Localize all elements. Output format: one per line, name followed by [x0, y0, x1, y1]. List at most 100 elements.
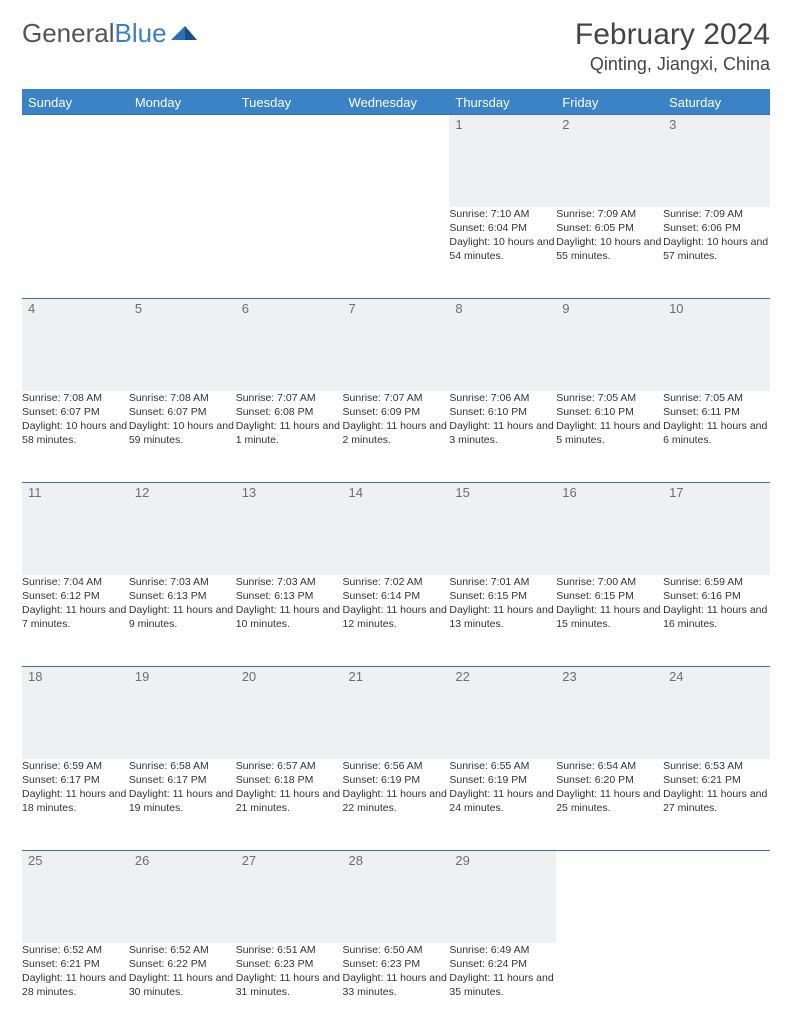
day-details: Sunrise: 7:05 AMSunset: 6:11 PMDaylight:… — [663, 391, 770, 448]
day-number-cell: 23 — [556, 667, 663, 759]
day-details: Sunrise: 7:05 AMSunset: 6:10 PMDaylight:… — [556, 391, 663, 448]
day-body-cell: Sunrise: 6:59 AMSunset: 6:17 PMDaylight:… — [22, 759, 129, 851]
day-body-cell: Sunrise: 6:57 AMSunset: 6:18 PMDaylight:… — [236, 759, 343, 851]
location: Qinting, Jiangxi, China — [575, 54, 770, 75]
day-number: 10 — [663, 299, 770, 319]
logo-text-2: Blue — [115, 18, 167, 49]
day-number-cell: 22 — [449, 667, 556, 759]
weekday-header: Friday — [556, 90, 663, 115]
day-number-cell: 14 — [343, 483, 450, 575]
day-details: Sunrise: 6:52 AMSunset: 6:21 PMDaylight:… — [22, 943, 129, 1000]
day-details: Sunrise: 7:03 AMSunset: 6:13 PMDaylight:… — [236, 575, 343, 632]
day-number-cell: 11 — [22, 483, 129, 575]
day-number-cell: 21 — [343, 667, 450, 759]
day-body-cell: Sunrise: 7:07 AMSunset: 6:08 PMDaylight:… — [236, 391, 343, 483]
weekday-header: Monday — [129, 90, 236, 115]
calendar-body: 123Sunrise: 7:10 AMSunset: 6:04 PMDaylig… — [22, 115, 770, 1035]
day-body-cell: Sunrise: 7:08 AMSunset: 6:07 PMDaylight:… — [22, 391, 129, 483]
day-details: Sunrise: 7:08 AMSunset: 6:07 PMDaylight:… — [129, 391, 236, 448]
day-number: 9 — [556, 299, 663, 319]
day-number: 4 — [22, 299, 129, 319]
day-number: 12 — [129, 483, 236, 503]
day-details: Sunrise: 7:09 AMSunset: 6:05 PMDaylight:… — [556, 207, 663, 264]
weekday-header: Saturday — [663, 90, 770, 115]
day-number: 23 — [556, 667, 663, 687]
day-details: Sunrise: 7:10 AMSunset: 6:04 PMDaylight:… — [449, 207, 556, 264]
day-number-cell: 4 — [22, 299, 129, 391]
day-number-cell: 15 — [449, 483, 556, 575]
day-body-cell — [129, 207, 236, 299]
day-body-cell: Sunrise: 6:52 AMSunset: 6:22 PMDaylight:… — [129, 943, 236, 1035]
logo-text-1: General — [22, 18, 115, 49]
day-details: Sunrise: 6:50 AMSunset: 6:23 PMDaylight:… — [343, 943, 450, 1000]
day-number-cell — [663, 851, 770, 943]
day-number: 7 — [343, 299, 450, 319]
title-block: February 2024 Qinting, Jiangxi, China — [575, 18, 770, 75]
day-number-cell: 19 — [129, 667, 236, 759]
day-number-cell: 24 — [663, 667, 770, 759]
day-body-cell: Sunrise: 7:02 AMSunset: 6:14 PMDaylight:… — [343, 575, 450, 667]
day-body-row: Sunrise: 6:59 AMSunset: 6:17 PMDaylight:… — [22, 759, 770, 851]
day-body-cell: Sunrise: 7:05 AMSunset: 6:11 PMDaylight:… — [663, 391, 770, 483]
weekday-header: Thursday — [449, 90, 556, 115]
day-details: Sunrise: 6:49 AMSunset: 6:24 PMDaylight:… — [449, 943, 556, 1000]
day-details: Sunrise: 6:59 AMSunset: 6:17 PMDaylight:… — [22, 759, 129, 816]
day-body-row: Sunrise: 7:08 AMSunset: 6:07 PMDaylight:… — [22, 391, 770, 483]
day-number-row: 2526272829 — [22, 851, 770, 943]
day-details: Sunrise: 7:01 AMSunset: 6:15 PMDaylight:… — [449, 575, 556, 632]
day-number: 21 — [343, 667, 450, 687]
day-body-cell — [236, 207, 343, 299]
day-number-cell — [22, 115, 129, 207]
day-number-cell: 27 — [236, 851, 343, 943]
day-number: 8 — [449, 299, 556, 319]
day-number-cell: 16 — [556, 483, 663, 575]
day-details: Sunrise: 6:53 AMSunset: 6:21 PMDaylight:… — [663, 759, 770, 816]
day-number: 6 — [236, 299, 343, 319]
day-number: 14 — [343, 483, 450, 503]
day-number: 17 — [663, 483, 770, 503]
weekday-header-row: SundayMondayTuesdayWednesdayThursdayFrid… — [22, 90, 770, 115]
day-number-cell: 2 — [556, 115, 663, 207]
day-details: Sunrise: 7:07 AMSunset: 6:08 PMDaylight:… — [236, 391, 343, 448]
day-body-cell: Sunrise: 6:56 AMSunset: 6:19 PMDaylight:… — [343, 759, 450, 851]
day-number: 25 — [22, 851, 129, 871]
day-details: Sunrise: 7:00 AMSunset: 6:15 PMDaylight:… — [556, 575, 663, 632]
day-details: Sunrise: 7:03 AMSunset: 6:13 PMDaylight:… — [129, 575, 236, 632]
day-number-cell: 9 — [556, 299, 663, 391]
day-body-cell: Sunrise: 7:08 AMSunset: 6:07 PMDaylight:… — [129, 391, 236, 483]
day-details: Sunrise: 6:57 AMSunset: 6:18 PMDaylight:… — [236, 759, 343, 816]
day-body-cell: Sunrise: 7:06 AMSunset: 6:10 PMDaylight:… — [449, 391, 556, 483]
day-body-cell — [663, 943, 770, 1035]
day-number-cell: 29 — [449, 851, 556, 943]
day-number-cell: 28 — [343, 851, 450, 943]
day-body-cell: Sunrise: 7:01 AMSunset: 6:15 PMDaylight:… — [449, 575, 556, 667]
day-number: 20 — [236, 667, 343, 687]
day-number: 2 — [556, 115, 663, 135]
day-body-cell — [556, 943, 663, 1035]
day-number-row: 45678910 — [22, 299, 770, 391]
day-body-row: Sunrise: 7:10 AMSunset: 6:04 PMDaylight:… — [22, 207, 770, 299]
day-details: Sunrise: 7:04 AMSunset: 6:12 PMDaylight:… — [22, 575, 129, 632]
day-number-row: 11121314151617 — [22, 483, 770, 575]
day-body-cell: Sunrise: 7:03 AMSunset: 6:13 PMDaylight:… — [129, 575, 236, 667]
calendar-table: SundayMondayTuesdayWednesdayThursdayFrid… — [22, 89, 770, 1035]
day-number: 26 — [129, 851, 236, 871]
day-body-row: Sunrise: 7:04 AMSunset: 6:12 PMDaylight:… — [22, 575, 770, 667]
day-details: Sunrise: 7:08 AMSunset: 6:07 PMDaylight:… — [22, 391, 129, 448]
day-details: Sunrise: 6:59 AMSunset: 6:16 PMDaylight:… — [663, 575, 770, 632]
day-number-cell: 25 — [22, 851, 129, 943]
day-body-cell: Sunrise: 7:09 AMSunset: 6:06 PMDaylight:… — [663, 207, 770, 299]
logo: GeneralBlue — [22, 18, 199, 49]
day-number: 15 — [449, 483, 556, 503]
day-number-cell: 18 — [22, 667, 129, 759]
day-details: Sunrise: 6:56 AMSunset: 6:19 PMDaylight:… — [343, 759, 450, 816]
day-body-cell: Sunrise: 7:05 AMSunset: 6:10 PMDaylight:… — [556, 391, 663, 483]
day-body-cell — [343, 207, 450, 299]
header: GeneralBlue February 2024 Qinting, Jiang… — [22, 18, 770, 75]
day-number-row: 123 — [22, 115, 770, 207]
day-number-cell: 8 — [449, 299, 556, 391]
day-details: Sunrise: 7:09 AMSunset: 6:06 PMDaylight:… — [663, 207, 770, 264]
day-number: 22 — [449, 667, 556, 687]
day-body-cell: Sunrise: 6:58 AMSunset: 6:17 PMDaylight:… — [129, 759, 236, 851]
day-number: 11 — [22, 483, 129, 503]
